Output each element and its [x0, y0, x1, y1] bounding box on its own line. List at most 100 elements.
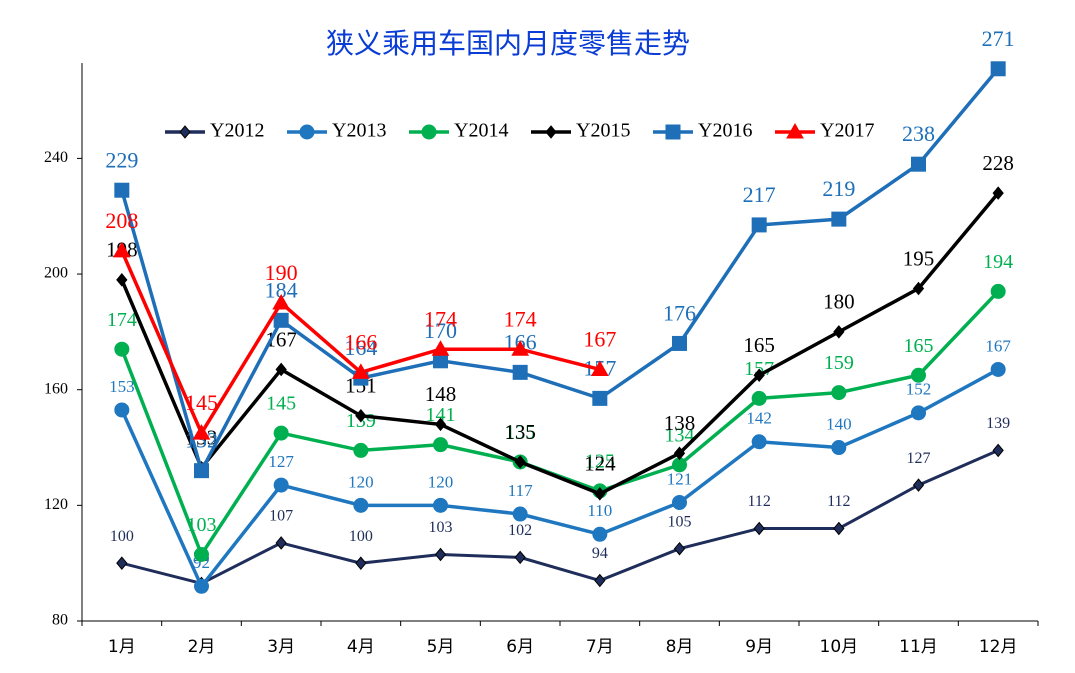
x-tick-label: 3月	[267, 637, 295, 657]
series-line	[120, 367, 1000, 590]
data-label: 195	[903, 246, 935, 270]
data-label: 138	[664, 411, 696, 435]
data-point	[673, 446, 686, 461]
data-point	[192, 424, 211, 440]
data-point	[992, 186, 1004, 200]
data-point	[672, 335, 687, 351]
data-label: 139	[986, 415, 1010, 432]
data-point	[992, 443, 1004, 458]
legend-marker	[545, 125, 557, 139]
data-label: 100	[349, 528, 373, 545]
legend-label: Y2014	[454, 120, 508, 142]
data-label: 120	[428, 472, 454, 491]
data-label: 94	[592, 545, 608, 562]
series-line	[120, 67, 1000, 476]
data-point	[753, 368, 765, 383]
data-point	[673, 541, 686, 556]
data-label: 110	[587, 501, 612, 520]
data-label: 102	[508, 522, 532, 539]
data-point	[511, 340, 530, 356]
data-point	[116, 273, 128, 287]
data-point	[592, 390, 608, 406]
data-label: 117	[508, 481, 533, 500]
data-point	[355, 408, 367, 423]
data-label: 166	[344, 329, 377, 354]
data-point	[114, 341, 130, 357]
data-point	[355, 556, 367, 570]
data-label: 112	[827, 493, 850, 510]
data-point	[990, 283, 1006, 299]
data-point	[911, 156, 926, 172]
data-point	[353, 497, 369, 513]
data-label: 127	[268, 452, 294, 471]
data-point	[353, 442, 369, 458]
data-point	[194, 463, 209, 479]
data-point	[990, 61, 1006, 77]
data-point	[590, 360, 609, 376]
data-label: 140	[826, 414, 852, 433]
data-point	[514, 455, 526, 469]
data-label: 121	[667, 469, 693, 488]
data-point	[194, 547, 209, 563]
data-point	[833, 521, 845, 536]
data-label: 176	[663, 300, 696, 325]
series-line	[121, 449, 999, 586]
data-point	[514, 550, 526, 565]
data-point	[911, 367, 926, 383]
data-point	[833, 325, 845, 339]
data-label: 135	[504, 420, 536, 444]
data-point	[434, 417, 447, 432]
data-point	[753, 521, 765, 536]
data-point	[912, 281, 925, 296]
data-label: 219	[822, 176, 855, 201]
data-label: 170	[424, 318, 457, 343]
data-label: 124	[584, 452, 616, 476]
data-point	[433, 437, 448, 453]
data-point	[116, 556, 128, 570]
legend-label: Y2017	[820, 120, 874, 142]
y-tick-label: 240	[44, 149, 68, 166]
data-label: 238	[902, 121, 935, 146]
data-label: 152	[906, 380, 932, 399]
data-point	[273, 312, 289, 328]
data-label: 103	[429, 519, 453, 536]
data-label: 125	[585, 450, 615, 472]
x-tick-label: 1月	[108, 637, 136, 657]
data-label: 164	[344, 335, 377, 360]
data-point	[273, 477, 289, 493]
x-tick-label: 11月	[899, 637, 938, 657]
data-label: 174	[504, 306, 537, 331]
data-label: 167	[583, 327, 616, 352]
data-point	[433, 497, 448, 513]
data-point	[990, 361, 1006, 377]
data-label: 174	[107, 309, 137, 331]
y-tick-label: 120	[44, 496, 68, 513]
data-point	[912, 478, 925, 492]
data-point	[751, 434, 767, 450]
data-label: 107	[269, 508, 293, 525]
data-label: 165	[904, 335, 934, 357]
data-point	[831, 385, 847, 401]
y-tick-label: 160	[44, 380, 68, 397]
data-label: 112	[747, 493, 770, 510]
data-point	[272, 293, 291, 310]
data-point	[672, 494, 687, 510]
data-point	[751, 390, 767, 406]
data-point	[594, 487, 606, 501]
data-point	[512, 506, 528, 522]
data-label: 135	[505, 422, 535, 444]
data-label: 174	[424, 306, 457, 331]
y-tick-label: 80	[52, 612, 68, 629]
y-tick-label: 200	[44, 265, 68, 282]
data-point	[112, 241, 131, 258]
data-label: 105	[668, 513, 692, 530]
data-point	[194, 578, 209, 594]
data-point	[751, 217, 767, 233]
data-point	[275, 362, 287, 377]
data-label: 167	[985, 336, 1011, 355]
data-point	[273, 425, 289, 441]
data-point	[431, 340, 450, 356]
data-point	[512, 364, 528, 380]
legend-marker	[786, 122, 804, 139]
data-label: 190	[265, 260, 298, 285]
